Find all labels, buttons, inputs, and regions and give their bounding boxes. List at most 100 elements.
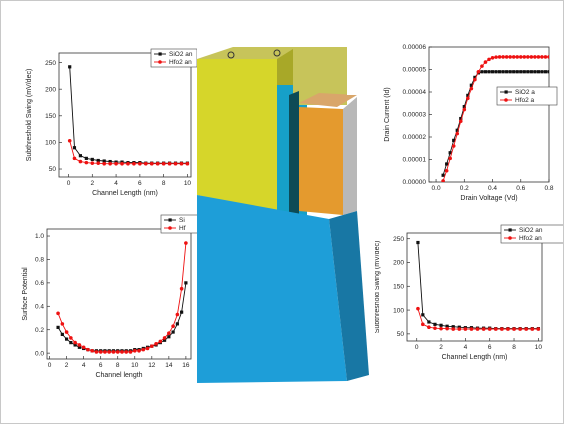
data-point: [490, 56, 495, 60]
data-point: [103, 350, 107, 354]
data-point: [56, 325, 60, 329]
data-point: [68, 65, 72, 69]
y-tick-label: 200: [45, 86, 56, 93]
data-point: [141, 347, 146, 352]
y-tick-label: 0.6: [35, 280, 44, 287]
device-inner-dark: [289, 91, 299, 217]
data-point: [155, 161, 160, 166]
data-point: [69, 341, 73, 345]
data-point: [162, 338, 167, 342]
data-point: [107, 350, 112, 354]
data-point: [64, 337, 69, 341]
data-point: [84, 156, 88, 160]
data-point: [433, 326, 437, 330]
data-point: [73, 343, 77, 347]
y-tick-label: 0.0: [35, 350, 44, 357]
data-point: [77, 345, 81, 349]
legend-marker: [504, 98, 508, 102]
data-point: [540, 55, 544, 59]
data-point: [416, 306, 420, 311]
x-tick-label: 6: [99, 362, 103, 369]
data-point: [439, 326, 443, 331]
data-point: [487, 70, 491, 74]
y-tick-label: 100: [45, 140, 56, 147]
x-axis-label: Drain Voltage (Vd): [460, 195, 517, 202]
device-substrate-side: [329, 211, 369, 381]
data-point: [524, 327, 528, 331]
data-point: [421, 313, 425, 317]
data-point: [180, 310, 184, 314]
data-point: [530, 327, 535, 331]
data-point: [547, 70, 549, 74]
data-point: [67, 139, 72, 143]
series-line: [442, 56, 549, 182]
x-axis-label: Channel Length (nm): [92, 190, 158, 197]
data-point: [132, 349, 137, 353]
x-tick-label: 4: [114, 180, 118, 187]
x-tick-label: 0: [415, 344, 419, 351]
device-substrate-front: [197, 195, 347, 383]
data-point: [90, 157, 94, 162]
series-line: [57, 243, 187, 353]
data-point: [455, 131, 460, 136]
data-point: [451, 144, 456, 148]
series-group: [67, 65, 190, 166]
data-point: [416, 240, 420, 245]
y-tick-label: 250: [393, 236, 404, 243]
y-tick-label: 0.00005: [403, 67, 427, 74]
legend-marker: [168, 218, 172, 222]
data-point: [441, 179, 445, 182]
data-point: [508, 70, 512, 74]
legend-box: [496, 86, 558, 106]
data-point: [536, 70, 541, 74]
data-point: [126, 161, 130, 166]
data-point: [90, 161, 95, 165]
legend-marker: [158, 52, 162, 56]
data-point: [439, 323, 443, 327]
data-point: [515, 55, 520, 59]
data-point: [184, 281, 188, 285]
data-point: [481, 327, 486, 331]
data-point: [512, 327, 516, 331]
data-point: [490, 70, 495, 74]
y-tick-label: 200: [393, 260, 404, 267]
device-fin-side: [343, 97, 357, 215]
data-point: [94, 350, 99, 354]
y-tick-label: 1.0: [35, 233, 44, 240]
data-point: [149, 161, 154, 166]
data-point: [77, 343, 82, 347]
data-point: [519, 70, 523, 74]
x-tick-label: 2: [90, 180, 94, 187]
data-point: [433, 322, 437, 326]
data-point: [96, 158, 100, 163]
data-point: [459, 116, 463, 121]
data-point: [158, 339, 163, 344]
data-point: [60, 332, 64, 337]
data-point: [161, 161, 166, 166]
legend-marker: [158, 60, 162, 64]
data-point: [494, 70, 498, 74]
data-point: [69, 336, 73, 340]
x-tick-label: 10: [535, 344, 543, 351]
device-fin-top: [299, 93, 357, 107]
x-tick-label: 16: [182, 362, 190, 369]
data-point: [64, 330, 69, 334]
data-point: [137, 349, 141, 353]
y-axis-label: Surface Potential: [22, 267, 29, 321]
plot-frame: [46, 228, 192, 360]
data-point: [469, 83, 473, 87]
legend-box: [150, 48, 197, 68]
data-point: [483, 60, 488, 64]
legend-box: [500, 224, 563, 244]
data-point: [167, 161, 172, 166]
data-point: [487, 57, 491, 62]
data-point: [96, 161, 101, 165]
data-point: [114, 161, 118, 166]
y-tick-label: 50: [397, 331, 405, 338]
data-point: [501, 70, 505, 74]
data-point: [448, 156, 452, 161]
data-point: [108, 159, 112, 164]
x-tick-label: 12: [148, 362, 156, 369]
data-point: [150, 344, 154, 348]
data-point: [497, 55, 502, 59]
